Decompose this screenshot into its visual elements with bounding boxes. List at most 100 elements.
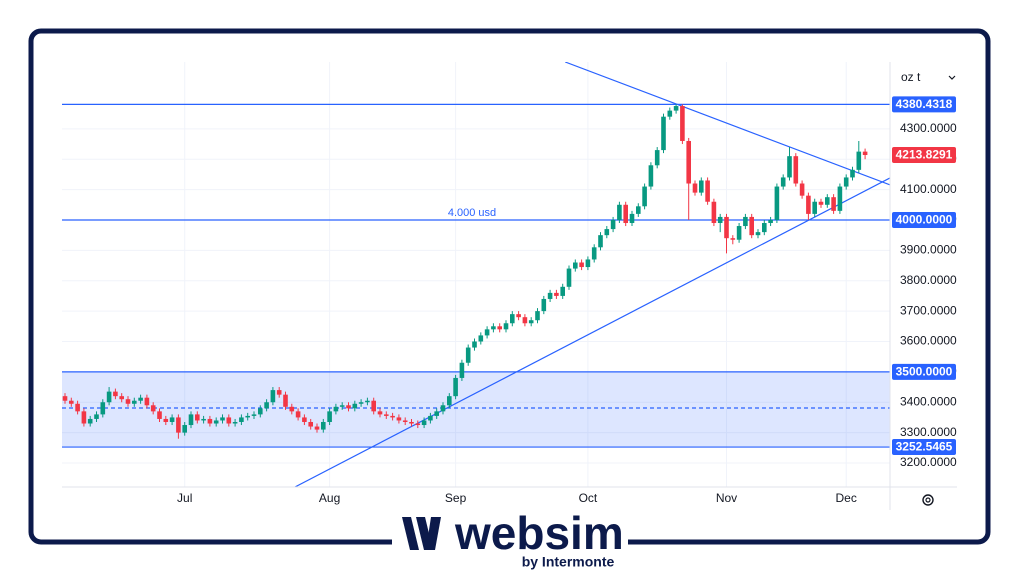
candle-body [314, 426, 320, 430]
candle-body [264, 402, 269, 409]
level-annotation: 4.000 usd [448, 207, 496, 219]
candle-body [736, 226, 742, 240]
price-tag [892, 96, 956, 113]
candle-body [528, 320, 534, 324]
candle-body [453, 377, 458, 397]
candle-body [636, 206, 641, 214]
candle-body [220, 417, 225, 421]
candle-body [825, 197, 830, 205]
candle-body [686, 140, 691, 184]
x-tick-label: Aug [319, 491, 340, 505]
candle-body [856, 151, 862, 170]
y-tick-label: 4300.0000 [900, 121, 957, 135]
candle-body [472, 341, 477, 348]
candle-body [327, 411, 332, 422]
settings-icon-center[interactable] [925, 497, 931, 503]
candle-body [138, 397, 143, 401]
candle-body [743, 216, 748, 227]
candle-body [251, 414, 257, 416]
candle-body [762, 223, 767, 233]
candle-body [440, 405, 446, 412]
y-tick-label: 3800.0000 [900, 273, 957, 287]
trendline [294, 177, 890, 487]
candle-body [516, 314, 521, 318]
candle-body [113, 391, 118, 397]
candle-body [163, 418, 169, 422]
logo-mark [402, 517, 441, 550]
settings-icon[interactable] [922, 494, 934, 506]
candle-body [699, 180, 704, 193]
candle-body [799, 183, 805, 196]
candle-body [207, 418, 213, 424]
candle-body [598, 235, 603, 248]
y-tick-label: 3400.0000 [900, 394, 957, 408]
candle-body [749, 216, 754, 236]
unit-selector[interactable]: oz t [901, 70, 921, 84]
candle-body [302, 417, 307, 422]
candle-body [837, 186, 843, 211]
candle-body [81, 411, 87, 424]
y-tick-label: 3600.0000 [900, 334, 957, 348]
candle-body [560, 286, 565, 296]
candle-body [629, 213, 635, 224]
candle-body [396, 417, 402, 421]
candle-body [195, 414, 200, 421]
candle-body [182, 425, 187, 433]
candle-body [358, 402, 364, 404]
candle-body [276, 390, 282, 395]
candle-body [459, 362, 465, 378]
candle-body [94, 414, 99, 419]
y-tick-label: 3700.0000 [900, 303, 957, 317]
candle-body [106, 391, 112, 403]
candle-body [774, 186, 780, 220]
settings-button[interactable] [922, 494, 934, 506]
candle-body [522, 317, 528, 324]
candle-body [239, 417, 244, 422]
candle-body [535, 311, 540, 321]
candle-body [100, 402, 106, 415]
candle-body [705, 180, 710, 202]
dropdown-caret[interactable] [948, 75, 956, 80]
candle-body [188, 414, 194, 426]
candle-body [604, 229, 610, 236]
candle-body [617, 204, 622, 220]
price-tag-label: 3500.0000 [896, 365, 953, 379]
price-tag [892, 439, 956, 456]
candle-body [346, 405, 351, 409]
candle-body [585, 259, 591, 268]
candle-body [654, 150, 660, 166]
candle-body [503, 323, 509, 330]
candle-body [862, 151, 868, 156]
candle-body [434, 411, 439, 416]
x-tick-label: Nov [716, 491, 737, 505]
candle-body [755, 232, 761, 236]
candle-body [579, 262, 584, 268]
price-tag-label: 3252.5465 [896, 440, 953, 454]
candle-body [339, 405, 345, 407]
price-tag-label: 4380.4318 [896, 97, 953, 111]
brand-tagline: by Intermonte [522, 554, 615, 570]
candle-body [169, 417, 175, 422]
candle-body [75, 403, 80, 412]
candle-body [730, 238, 736, 240]
candle-body [717, 216, 723, 224]
candle-body [421, 420, 427, 426]
candle-body [850, 169, 855, 178]
candle-body [680, 106, 685, 141]
candle-body [125, 399, 131, 404]
candle-body [793, 156, 799, 184]
candle-body [157, 411, 162, 419]
candle-body [780, 177, 786, 187]
range-zone [62, 371, 890, 448]
candle-body [787, 156, 792, 178]
candle-body [333, 406, 339, 412]
candle-body [352, 403, 358, 409]
candle-body [667, 110, 673, 117]
candle-body [226, 417, 232, 424]
candle-body [270, 390, 276, 403]
candle-body [69, 400, 74, 404]
candle-body [610, 219, 616, 230]
candle-body [465, 347, 471, 363]
logo-stroke [402, 517, 419, 550]
